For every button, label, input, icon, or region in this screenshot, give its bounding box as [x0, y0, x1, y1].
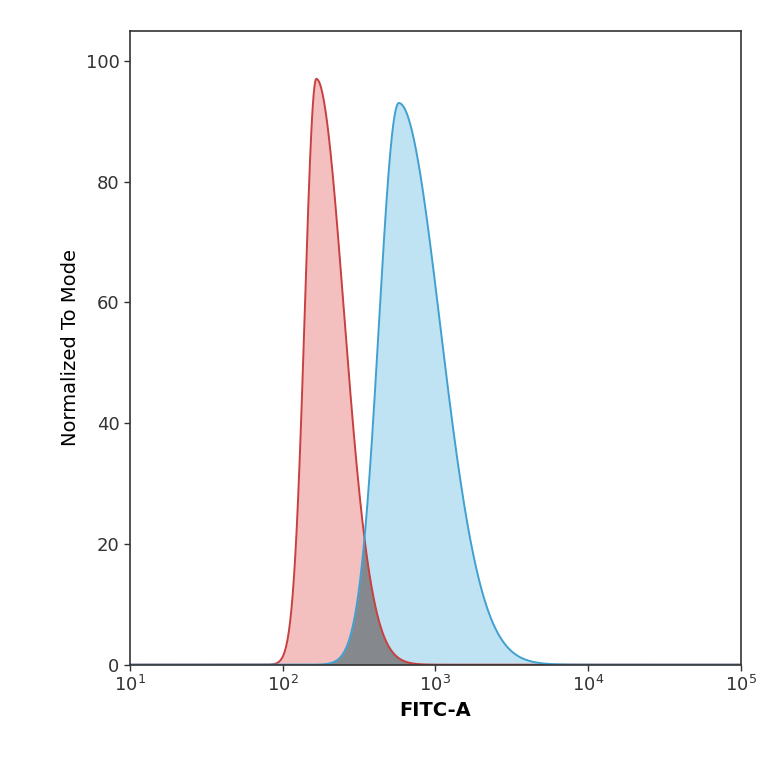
Y-axis label: Normalized To Mode: Normalized To Mode: [61, 249, 80, 446]
X-axis label: FITC-A: FITC-A: [400, 701, 471, 720]
